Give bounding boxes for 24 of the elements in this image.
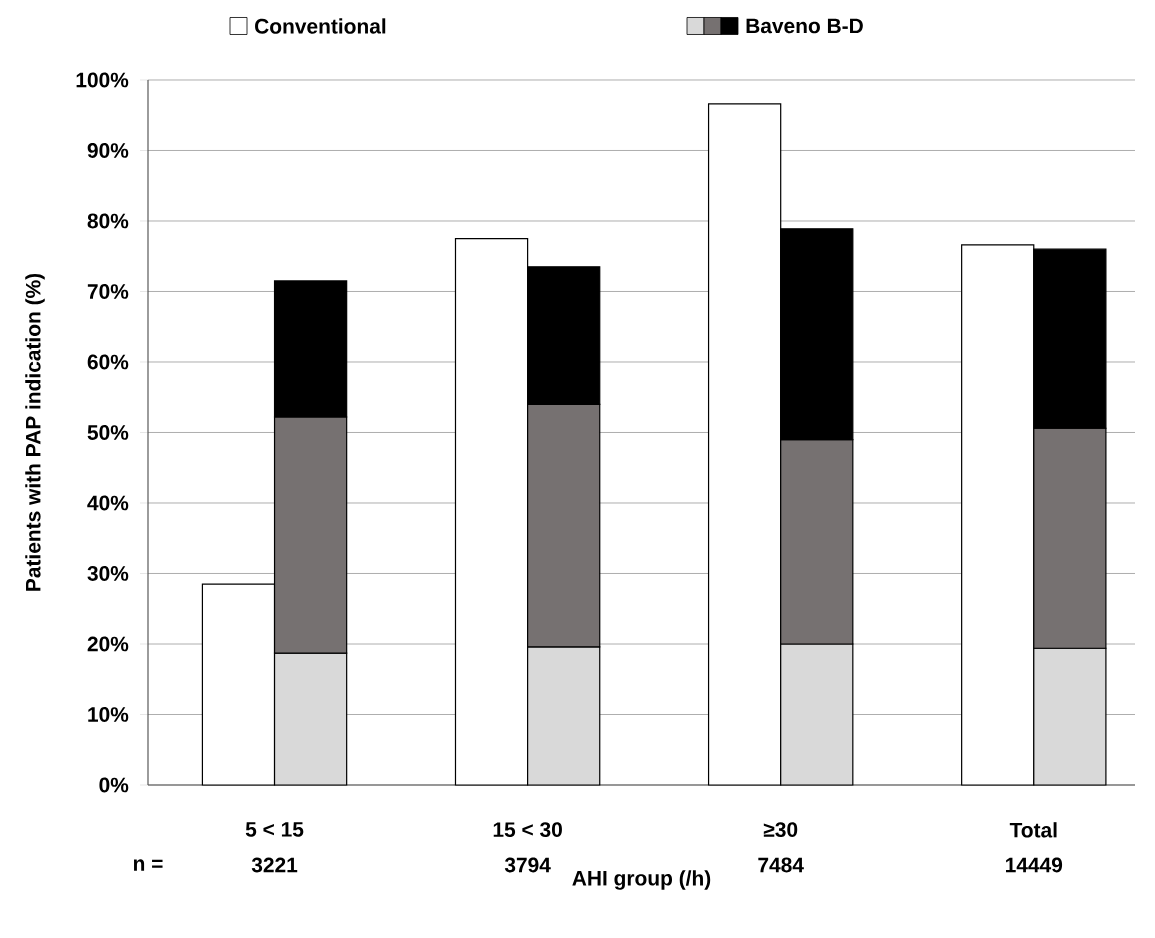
text: 14449 — [1006, 857, 1063, 873]
y-tick-label: 20% — [87, 636, 129, 652]
x-tick-label: ≥30 — [763, 822, 798, 838]
y-axis-title: Patients with PAP indication (%) — [25, 273, 45, 591]
y-tick-label: 40% — [87, 495, 129, 511]
y-tick-label: 50% — [87, 425, 129, 440]
y-tick-label: 80% — [87, 213, 129, 229]
y-tick-label: 70% — [87, 284, 129, 299]
x-tick-label: 15 < 30 — [493, 822, 562, 838]
text: 7484 — [758, 857, 804, 873]
text: 3794 — [504, 857, 551, 873]
text: 3221 — [251, 857, 298, 873]
y-tick-label: 30% — [87, 566, 129, 581]
x-axis-title: AHI group (/h) — [572, 870, 711, 890]
y-tick-label: 100% — [76, 72, 129, 88]
y-tick-label: 60% — [87, 354, 129, 370]
y-tick-label: 0% — [99, 777, 129, 793]
x-tick-label: Total — [1009, 822, 1057, 838]
legend-label: Conventional — [255, 18, 386, 34]
legend-label: Baveno B-D — [746, 18, 863, 34]
x-tick-label: 5 < 15 — [245, 822, 304, 837]
text: n = — [133, 859, 163, 871]
y-tick-label: 90% — [87, 143, 129, 158]
y-tick-label: 10% — [88, 707, 129, 722]
